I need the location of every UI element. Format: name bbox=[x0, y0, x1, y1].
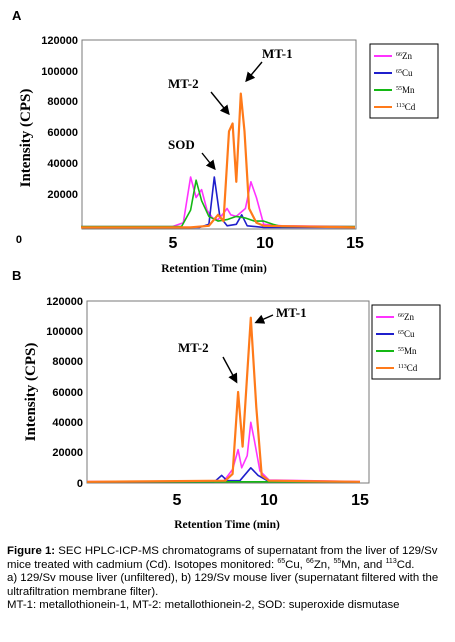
panel-b-x-tick: 15 bbox=[351, 492, 369, 509]
panel-b-y-tick: 60000 bbox=[52, 387, 83, 399]
legend-label-cd: 113Cd bbox=[396, 102, 416, 112]
panel-a-y-ticks: 120000 100000 80000 60000 40000 20000 0 bbox=[16, 35, 78, 246]
panel-a-arrow-mt2 bbox=[210, 91, 230, 116]
panel-b-arrow-mt2 bbox=[222, 356, 238, 384]
panel-b: B Intensity (CPS) 120000 100000 80000 60… bbox=[12, 268, 441, 531]
panel-a-series-line-55mn bbox=[81, 179, 355, 228]
panel-a-arrow-sod bbox=[201, 152, 216, 171]
panel-b-y-tick: 0 bbox=[77, 478, 83, 490]
figure-caption: Figure 1: SEC HPLC-ICP-MS chromatograms … bbox=[7, 545, 451, 613]
legend-label-cd: 113Cd bbox=[398, 363, 418, 373]
panel-a-y-tick: 60000 bbox=[47, 127, 78, 139]
panel-b-y-tick: 120000 bbox=[46, 296, 83, 308]
panel-b-y-axis-label: Intensity (CPS) bbox=[23, 343, 39, 442]
panel-b-series bbox=[86, 316, 361, 483]
caption-isotope-element: Zn, bbox=[313, 558, 334, 571]
panel-a-annotation-mt2: MT-2 bbox=[168, 76, 199, 91]
panel-b-plot-area bbox=[86, 300, 370, 484]
legend-label-zn: 66Zn bbox=[398, 312, 414, 322]
panel-b-x-axis-label: Retention Time (min) bbox=[174, 519, 280, 531]
panel-a-y-tick: 100000 bbox=[41, 66, 78, 78]
caption-text-1: SEC HPLC-ICP-MS chromatograms of superna… bbox=[7, 545, 438, 571]
panel-a-legend-items: 66Zn 65Cu 55Mn 113Cd bbox=[374, 51, 416, 112]
caption-isotope-element: Mn, and bbox=[341, 558, 386, 571]
caption-line-1: Figure 1: SEC HPLC-ICP-MS chromatograms … bbox=[7, 545, 451, 572]
caption-isotope-mass: 66 bbox=[306, 557, 314, 565]
panel-b-series-line-66zn bbox=[87, 421, 361, 483]
panel-a-label: A bbox=[12, 8, 22, 23]
caption-isotope-mass: 55 bbox=[333, 557, 342, 565]
panel-a-y-tick: 20000 bbox=[47, 189, 78, 201]
caption-line-2: a) 129/Sv mouse liver (unfiltered), b) 1… bbox=[7, 572, 439, 598]
panel-a-x-tick: 15 bbox=[346, 235, 364, 252]
panel-a-x-tick: 5 bbox=[169, 235, 178, 252]
caption-isotope-element: Cd. bbox=[396, 558, 415, 571]
panel-b-series-line-113cd bbox=[86, 316, 361, 483]
panel-b-annotation-mt1: MT-1 bbox=[276, 305, 307, 320]
panel-a-annotation-sod: SOD bbox=[168, 137, 195, 152]
panel-a-x-axis-label: Retention Time (min) bbox=[161, 263, 267, 275]
panel-b-y-ticks: 120000 100000 80000 60000 40000 20000 0 bbox=[46, 296, 83, 490]
panel-a-annotation-mt1: MT-1 bbox=[262, 46, 293, 61]
caption-isotopes: 65Cu, 66Zn, 55Mn, and 113Cd. bbox=[277, 557, 415, 571]
caption-figure-label: Figure 1: bbox=[7, 545, 56, 557]
legend-label-mn: 55Mn bbox=[398, 346, 417, 356]
panel-b-y-tick: 80000 bbox=[52, 356, 83, 368]
caption-isotope-mass: 65 bbox=[277, 557, 286, 565]
panel-b-x-tick: 10 bbox=[260, 492, 278, 509]
legend-label-mn: 55Mn bbox=[396, 85, 415, 95]
panel-b-series-line-65cu bbox=[87, 466, 361, 483]
panel-a: A Intensity (CPS) 120000 100000 80000 60… bbox=[12, 8, 439, 275]
panel-a-legend-box bbox=[369, 43, 439, 119]
panel-a-y-tick: 80000 bbox=[47, 96, 78, 108]
panel-b-arrow-mt1 bbox=[254, 314, 274, 324]
panel-a-legend: 66Zn 65Cu 55Mn 113Cd bbox=[369, 43, 439, 119]
panel-b-y-tick: 20000 bbox=[52, 447, 83, 459]
panel-a-y-tick: 120000 bbox=[41, 35, 78, 47]
panel-a-x-tick: 10 bbox=[256, 235, 274, 252]
legend-label-cu: 65Cu bbox=[396, 68, 413, 78]
panel-a-arrow-mt1 bbox=[245, 61, 263, 83]
panel-b-legend-items: 66Zn 65Cu 55Mn 113Cd bbox=[376, 312, 418, 373]
panel-a-x-ticks: 5 10 15 bbox=[169, 235, 364, 252]
caption-isotope-mass: 113 bbox=[385, 557, 397, 565]
panel-b-label: B bbox=[12, 268, 21, 283]
panel-b-x-ticks: 5 10 15 bbox=[173, 492, 369, 509]
panel-a-plot-area bbox=[81, 39, 357, 230]
panel-b-x-tick: 5 bbox=[173, 492, 182, 509]
panel-a-series bbox=[81, 92, 356, 229]
panel-a-series-line-113cd bbox=[81, 92, 356, 229]
panel-b-y-tick: 100000 bbox=[46, 326, 83, 338]
caption-isotope-element: Cu, bbox=[285, 558, 307, 571]
caption-line-3: MT-1: metallothionein-1, MT-2: metalloth… bbox=[7, 599, 400, 612]
legend-label-cu: 65Cu bbox=[398, 329, 415, 339]
panel-b-legend: 66Zn 65Cu 55Mn 113Cd bbox=[371, 304, 441, 380]
panel-b-y-tick: 40000 bbox=[52, 417, 83, 429]
panel-a-y-tick: 0 bbox=[16, 234, 22, 246]
panel-a-y-axis-label: Intensity (CPS) bbox=[18, 89, 34, 188]
legend-label-zn: 66Zn bbox=[396, 51, 412, 61]
panel-a-y-tick: 40000 bbox=[47, 158, 78, 170]
panel-b-annotation-mt2: MT-2 bbox=[178, 340, 209, 355]
